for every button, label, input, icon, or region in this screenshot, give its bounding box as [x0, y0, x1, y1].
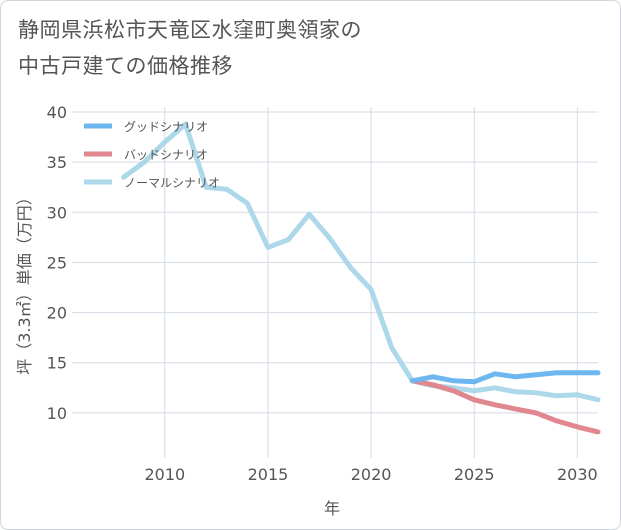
chart-title: 静岡県浜松市天竜区水窪町奥領家の 中古戸建ての価格推移: [18, 12, 608, 84]
legend-label: バッドシナリオ: [124, 148, 208, 162]
grid-lines: [72, 107, 598, 458]
y-tick-label: 35: [47, 153, 67, 172]
y-tick-label: 10: [47, 404, 67, 423]
x-tick-labels: 2010 2015 2020 2025 2030: [144, 465, 597, 484]
y-tick-label: 30: [47, 203, 67, 222]
series-line-2: [121, 121, 601, 403]
x-tick-label: 2030: [557, 465, 598, 484]
x-tick-label: 2020: [351, 465, 392, 484]
title-line-2: 中古戸建ての価格推移: [18, 54, 233, 78]
y-axis-title: 坪（3.3㎡）単価（万円）: [15, 189, 34, 374]
x-axis-title: 年: [324, 499, 340, 518]
x-tick-label: 2010: [144, 465, 185, 484]
x-tick-label: 2025: [454, 465, 495, 484]
x-tick-label: 2015: [248, 465, 289, 484]
legend-label: グッドシナリオ: [124, 120, 208, 134]
y-tick-label: 25: [47, 253, 67, 272]
series-line-1: [409, 378, 601, 435]
legend-label: ノーマルシナリオ: [124, 176, 220, 190]
y-tick-label: 20: [47, 304, 67, 323]
y-tick-labels: 10 15 20 25 30 35 40: [47, 103, 67, 423]
y-tick-label: 40: [47, 103, 67, 122]
title-line-1: 静岡県浜松市天竜区水窪町奥領家の: [18, 18, 362, 42]
series-lines: [121, 121, 601, 435]
y-tick-label: 15: [47, 354, 67, 373]
series-line-0: [409, 370, 601, 385]
plot-area: [72, 107, 598, 458]
